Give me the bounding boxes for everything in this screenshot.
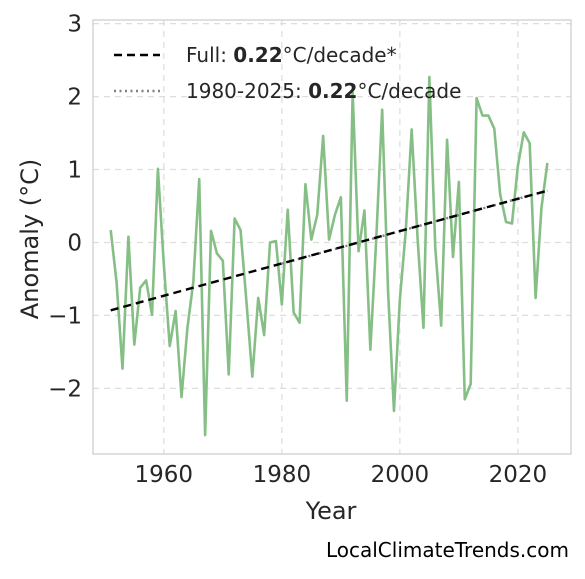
x-tick-label: 1980: [253, 462, 312, 488]
y-tick-label: 0: [67, 230, 82, 256]
legend-prefix: Full:: [186, 43, 233, 67]
series-layer: [109, 75, 549, 437]
y-tick-label: 1: [67, 158, 82, 184]
legend-prefix: 1980-2025:: [186, 79, 308, 103]
legend: Full: 0.22°C/decade* 1980-2025: 0.22°C/d…: [114, 43, 461, 103]
x-tick-labels: 1960 1980 2000 2020: [135, 462, 548, 488]
y-axis-label: Anomaly (°C): [16, 159, 44, 319]
legend-trend-value: 0.22: [233, 43, 282, 67]
y-tick-label: 2: [67, 85, 82, 111]
gridlines: [93, 20, 571, 454]
legend-trend-value: 0.22: [308, 79, 357, 103]
anomaly-series-line: [109, 75, 549, 437]
y-tick-label: −1: [48, 303, 82, 329]
y-tick-label: 3: [67, 12, 82, 38]
legend-suffix: °C/decade: [357, 79, 461, 103]
legend-suffix: °C/decade*: [283, 43, 397, 67]
y-tick-label: −2: [48, 376, 82, 402]
full-trend-line: [110, 189, 548, 312]
x-axis-label: Year: [305, 497, 357, 525]
credit-text: LocalClimateTrends.com: [326, 538, 569, 562]
x-tick-label: 2000: [371, 462, 430, 488]
x-tick-label: 1960: [135, 462, 194, 488]
legend-entry-full-trend: Full: 0.22°C/decade*: [186, 43, 397, 67]
legend-entry-recent-trend: 1980-2025: 0.22°C/decade: [186, 79, 461, 103]
x-tick-label: 2020: [489, 462, 548, 488]
y-tick-labels: 3 2 1 0 −1 −2: [48, 12, 82, 403]
plot-frame: [92, 19, 572, 455]
